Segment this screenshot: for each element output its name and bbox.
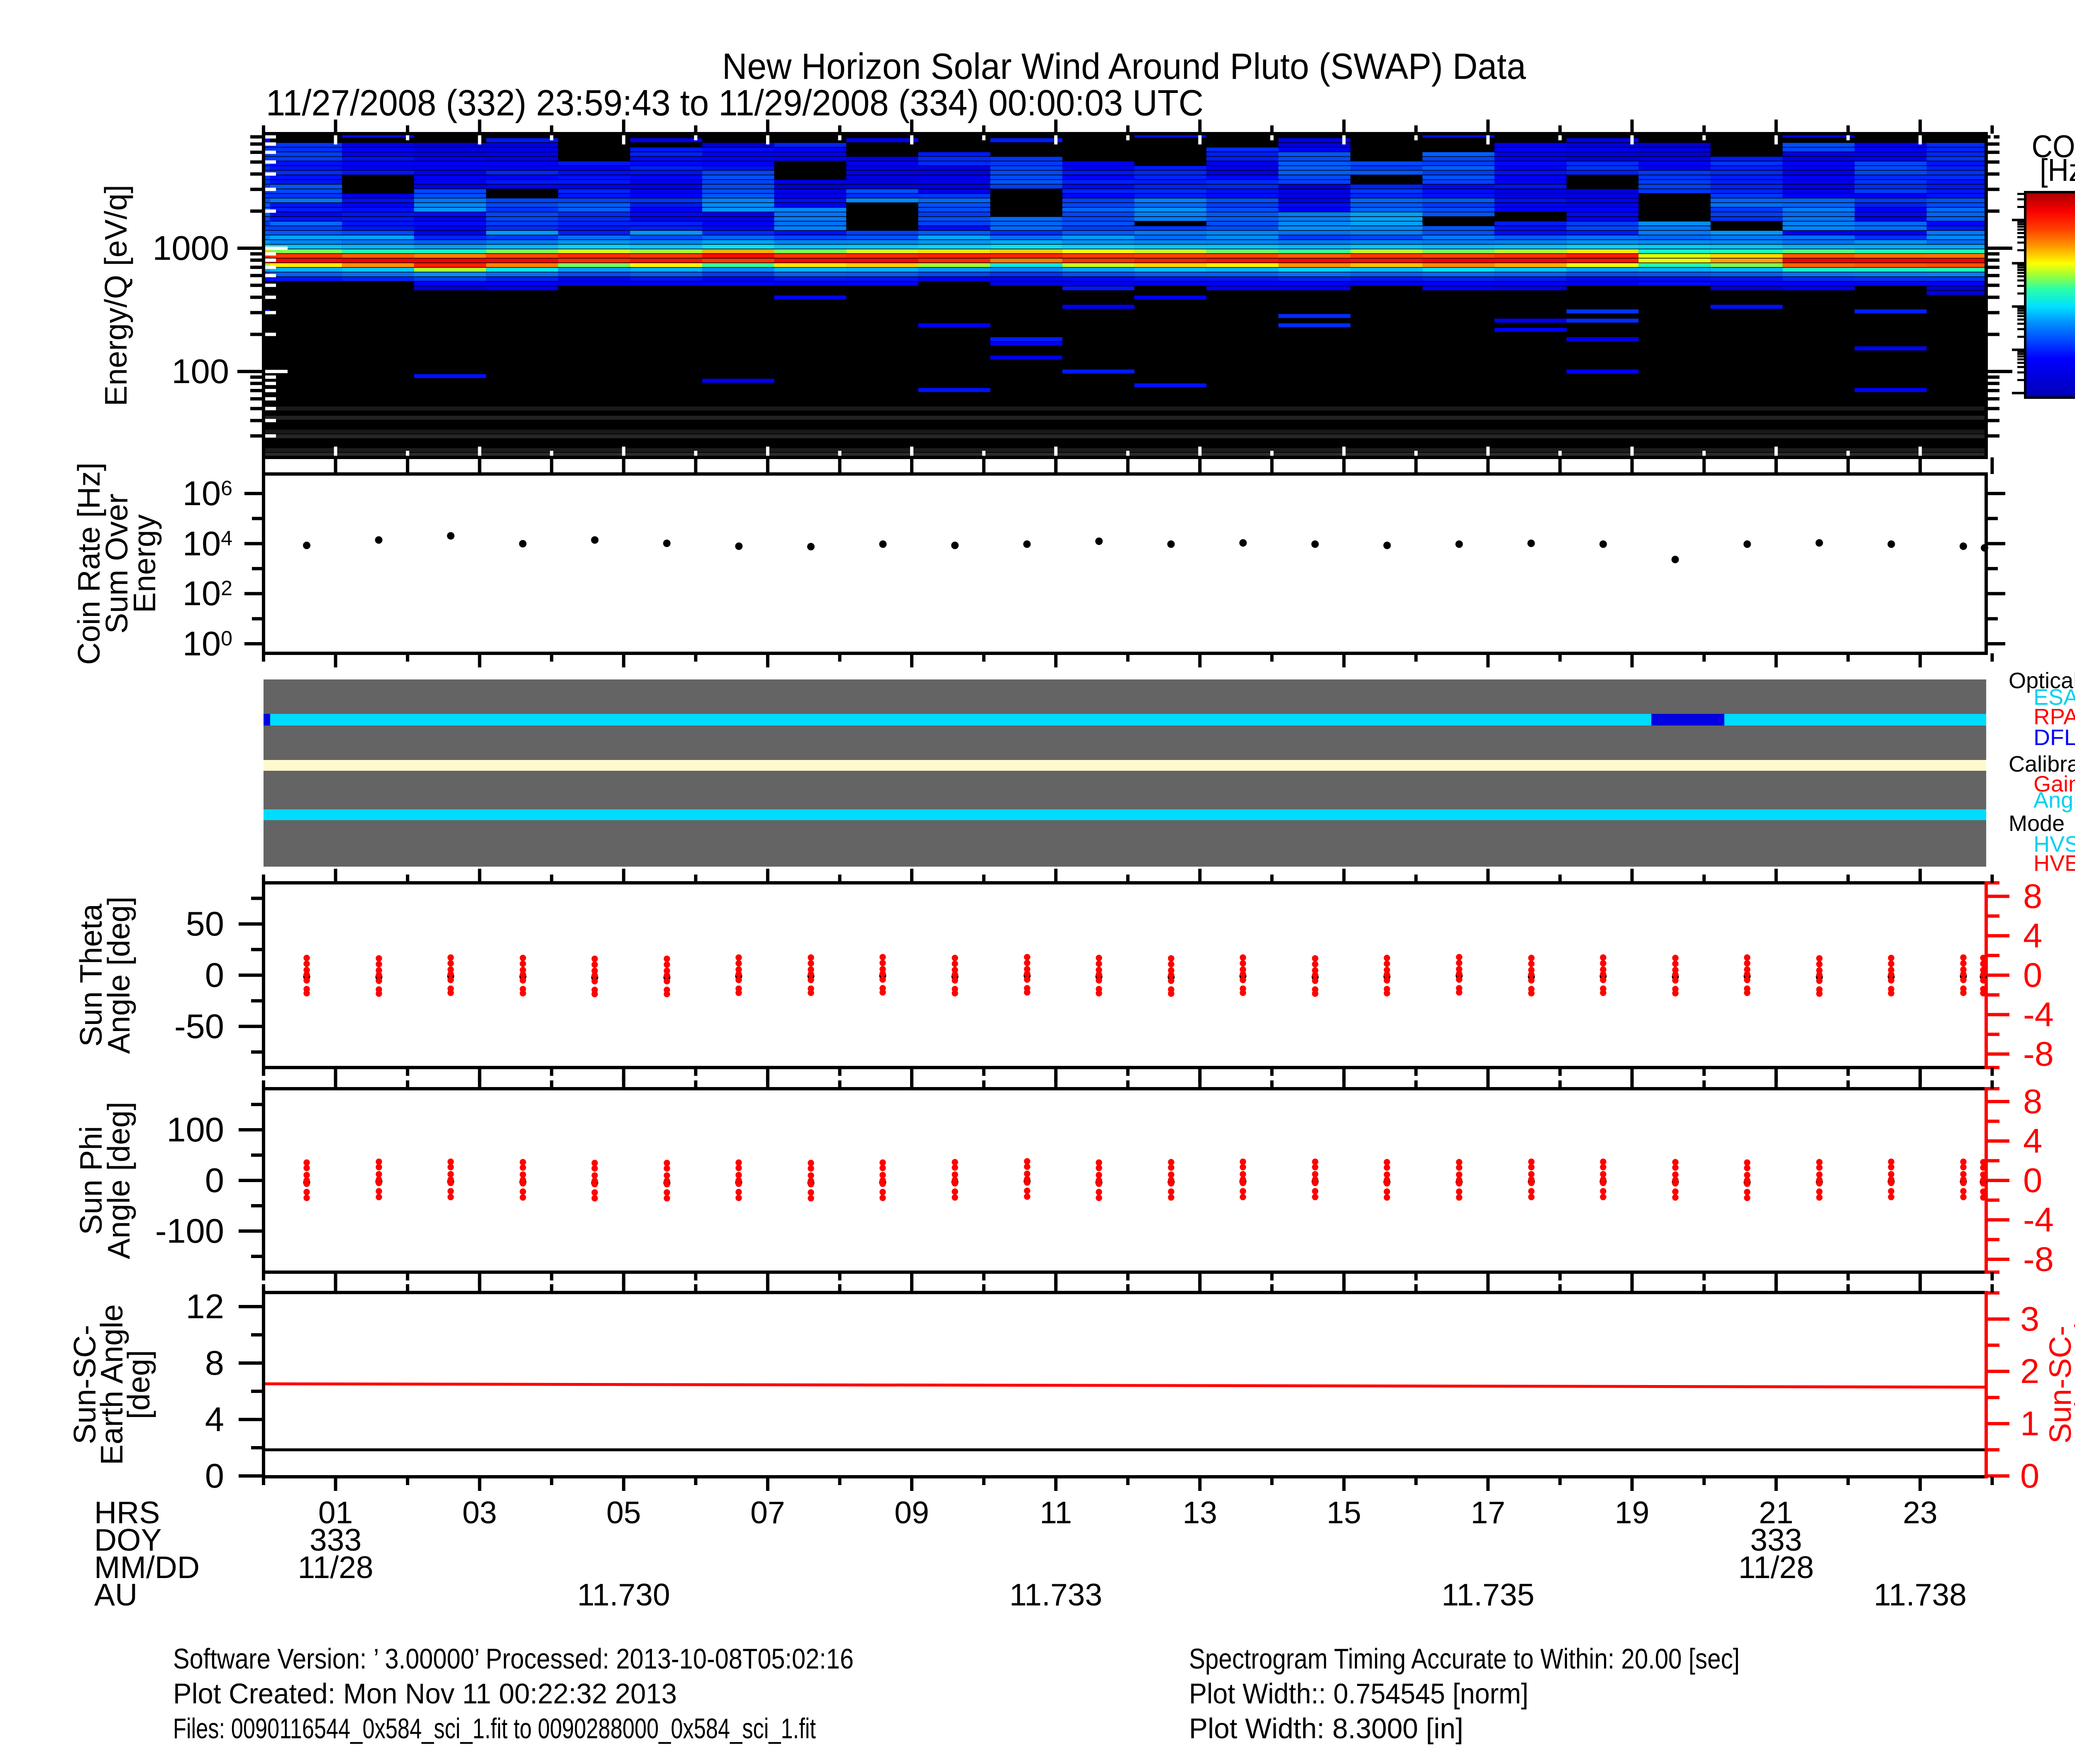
svg-text:07: 07 bbox=[750, 1495, 785, 1530]
svg-text:HRS: HRS bbox=[94, 1495, 160, 1530]
svg-text:1000: 1000 bbox=[152, 229, 229, 267]
svg-text:21: 21 bbox=[1759, 1495, 1793, 1530]
svg-text:0: 0 bbox=[205, 1161, 224, 1200]
svg-text:Software Version: ’ 3.00000’: Software Version: ’ 3.00000’ Processed: … bbox=[173, 1643, 854, 1675]
svg-text:12: 12 bbox=[186, 1287, 224, 1326]
svg-text:8: 8 bbox=[2023, 1082, 2042, 1121]
svg-text:Optical: Optical bbox=[2009, 668, 2075, 693]
svg-text:13: 13 bbox=[1183, 1495, 1217, 1530]
svg-text:Mode: Mode bbox=[2009, 811, 2065, 836]
svg-text:0: 0 bbox=[2023, 1161, 2042, 1200]
svg-text:8: 8 bbox=[2023, 877, 2042, 916]
svg-text:Angle: Angle bbox=[2034, 788, 2075, 813]
svg-text:19: 19 bbox=[1615, 1495, 1649, 1530]
svg-text:05: 05 bbox=[606, 1495, 641, 1530]
svg-text:Sun-SC-: Sun-SC- bbox=[67, 1325, 102, 1444]
svg-text:4: 4 bbox=[205, 1400, 224, 1439]
svg-text:Spectrogram Timing Accurate to: Spectrogram Timing Accurate to Within: 2… bbox=[1189, 1643, 1740, 1675]
svg-text:Plot Width:: 0.754545 [norm]: Plot Width:: 0.754545 [norm] bbox=[1189, 1678, 1528, 1710]
svg-text:Coin Rate [Hz]: Coin Rate [Hz] bbox=[71, 462, 106, 665]
svg-text:-4: -4 bbox=[2023, 1200, 2054, 1239]
svg-text:8: 8 bbox=[205, 1344, 224, 1382]
svg-text:1: 1 bbox=[2020, 1404, 2039, 1443]
svg-text:AU: AU bbox=[94, 1577, 137, 1612]
svg-text:Energy: Energy bbox=[127, 514, 162, 613]
svg-text:Sun Phi: Sun Phi bbox=[73, 1126, 108, 1235]
svg-text:-8: -8 bbox=[2023, 1240, 2054, 1278]
svg-text:11.735: 11.735 bbox=[1442, 1577, 1535, 1612]
svg-text:MM/DD: MM/DD bbox=[94, 1550, 200, 1585]
svg-text:DFL and ESA: DFL and ESA bbox=[2034, 725, 2075, 750]
svg-text:15: 15 bbox=[1327, 1495, 1361, 1530]
svg-text:Sum Over: Sum Over bbox=[99, 494, 134, 634]
svg-text:0: 0 bbox=[205, 956, 224, 994]
svg-text:COIN: COIN bbox=[2032, 129, 2075, 164]
svg-text:3: 3 bbox=[2020, 1300, 2039, 1338]
svg-text:0: 0 bbox=[2020, 1456, 2039, 1495]
svg-text:0: 0 bbox=[2023, 956, 2042, 994]
svg-text:[Hz]: [Hz] bbox=[2040, 153, 2075, 188]
svg-text:333: 333 bbox=[1750, 1522, 1802, 1557]
svg-text:50: 50 bbox=[186, 904, 224, 943]
svg-text:Plot Created: Mon Nov 11 00:22: Plot Created: Mon Nov 11 00:22:32 2013 bbox=[173, 1678, 677, 1710]
svg-text:03: 03 bbox=[462, 1495, 497, 1530]
svg-text:11/28: 11/28 bbox=[298, 1550, 374, 1585]
svg-text:RPA and ESA: RPA and ESA bbox=[2034, 704, 2075, 729]
svg-text:100: 100 bbox=[167, 1110, 224, 1149]
svg-text:2: 2 bbox=[2020, 1352, 2039, 1390]
svg-text:Calibration: Calibration bbox=[2009, 752, 2075, 777]
svg-text:106: 106 bbox=[183, 474, 232, 513]
svg-text:-8: -8 bbox=[2023, 1035, 2054, 1073]
svg-text:HVENG: HVENG bbox=[2034, 851, 2075, 876]
svg-text:DOY: DOY bbox=[94, 1522, 162, 1557]
svg-text:333: 333 bbox=[310, 1522, 361, 1557]
svg-text:-4: -4 bbox=[2023, 995, 2054, 1034]
svg-text:11: 11 bbox=[1040, 1495, 1072, 1530]
svg-text:HVSCI: HVSCI bbox=[2034, 832, 2075, 857]
svg-text:Plot Width: 8.3000 [in]: Plot Width: 8.3000 [in] bbox=[1189, 1713, 1463, 1744]
svg-text:11.733: 11.733 bbox=[1009, 1577, 1102, 1612]
svg-text:Sun Theta: Sun Theta bbox=[73, 904, 108, 1047]
svg-text:11/28: 11/28 bbox=[1738, 1550, 1814, 1585]
svg-text:17: 17 bbox=[1471, 1495, 1505, 1530]
svg-text:0: 0 bbox=[205, 1456, 224, 1495]
svg-text:Files: 0090116544_0x584_sci_1.: Files: 0090116544_0x584_sci_1.fit to 009… bbox=[173, 1713, 816, 1744]
svg-text:Angle [deg]: Angle [deg] bbox=[101, 1102, 136, 1259]
svg-text:Earth Angle: Earth Angle bbox=[94, 1304, 129, 1465]
svg-text:09: 09 bbox=[894, 1495, 929, 1530]
svg-text:11/27/2008 (332) 23:59:43 to 1: 11/27/2008 (332) 23:59:43 to 11/29/2008 … bbox=[266, 82, 1204, 123]
svg-text:-50: -50 bbox=[174, 1007, 224, 1046]
svg-text:ESA: ESA bbox=[2034, 685, 2075, 710]
svg-text:Sun-SC-: Sun-SC- bbox=[2043, 1326, 2075, 1444]
svg-text:Energy/Q [eV/q]: Energy/Q [eV/q] bbox=[98, 185, 133, 406]
svg-text:-100: -100 bbox=[155, 1212, 224, 1250]
svg-text:23: 23 bbox=[1903, 1495, 1937, 1530]
svg-text:4: 4 bbox=[2023, 1121, 2042, 1160]
svg-text:100: 100 bbox=[172, 352, 229, 391]
svg-text:01: 01 bbox=[318, 1495, 353, 1530]
svg-text:11.738: 11.738 bbox=[1874, 1577, 1967, 1612]
svg-text:Angle [deg]: Angle [deg] bbox=[101, 897, 136, 1054]
svg-text:11.730: 11.730 bbox=[577, 1577, 670, 1612]
svg-text:[deg]: [deg] bbox=[121, 1350, 156, 1420]
svg-text:Earth Angle: Earth Angle bbox=[2069, 1305, 2075, 1464]
svg-text:New Horizon Solar Wind Around: New Horizon Solar Wind Around Pluto (SWA… bbox=[722, 46, 1526, 87]
svg-text:Gain: Gain bbox=[2034, 772, 2075, 796]
svg-text:4: 4 bbox=[2023, 916, 2042, 955]
